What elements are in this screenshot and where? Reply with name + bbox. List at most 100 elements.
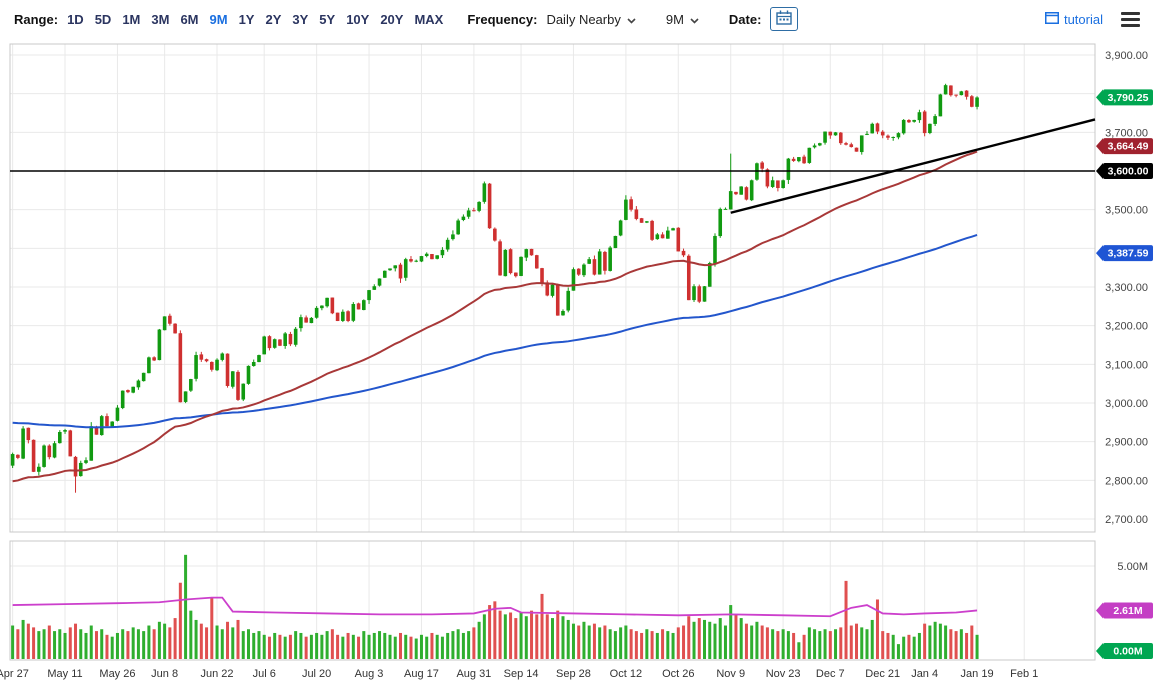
- ma-fast-line: [12, 150, 978, 483]
- candle-body: [335, 312, 340, 322]
- x-axis-label: Nov 23: [766, 668, 801, 680]
- volume-bar: [676, 627, 680, 659]
- volume-bar: [383, 632, 387, 659]
- range-option-5y[interactable]: 5Y: [319, 11, 336, 27]
- volume-bar: [142, 631, 146, 659]
- volume-bars-layer: [11, 554, 979, 659]
- menu-bar: [1121, 11, 1140, 15]
- volume-bar: [257, 631, 261, 659]
- range-option-5d[interactable]: 5D: [94, 11, 112, 27]
- candle-body: [230, 371, 235, 387]
- candle-body: [99, 416, 104, 436]
- candle-body: [744, 187, 749, 200]
- volume-bar: [304, 636, 308, 659]
- volume-bar: [231, 627, 235, 659]
- price-axis-label: 3,500.00: [1105, 205, 1148, 217]
- candle-body: [152, 357, 156, 361]
- candle-body: [545, 282, 550, 296]
- range-option-max[interactable]: MAX: [414, 11, 444, 27]
- volume-bar: [718, 618, 722, 659]
- volume-bar: [189, 610, 193, 659]
- volume-bar: [47, 625, 51, 659]
- candle-body: [671, 228, 675, 231]
- candle-body: [456, 220, 460, 235]
- volume-bar: [194, 619, 198, 659]
- range-option-6m[interactable]: 6M: [180, 11, 199, 27]
- range-option-9m[interactable]: 9M: [209, 11, 228, 27]
- candle-body: [115, 407, 120, 421]
- candle-body: [749, 180, 754, 201]
- candle-body: [304, 317, 308, 323]
- axis-labels: 3,900.00 3,700.00 3,500.00 3,300.00 3,200.00…: [0, 50, 1148, 680]
- price-axis-label: 3,000.00: [1105, 398, 1148, 410]
- ma-slow-line: [12, 234, 978, 429]
- candle-body: [178, 333, 183, 403]
- volume-bar: [330, 629, 334, 659]
- volume-bar: [493, 601, 497, 659]
- volume-bar: [944, 625, 948, 659]
- candle-body: [84, 460, 88, 463]
- candle-body: [435, 255, 439, 259]
- candle-body: [645, 221, 649, 223]
- volume-bar: [760, 625, 764, 659]
- volume-bar: [891, 634, 895, 659]
- range-option-1d[interactable]: 1D: [67, 11, 84, 27]
- volume-bar: [619, 627, 623, 659]
- candle-body: [451, 234, 455, 240]
- candle-body: [52, 443, 57, 458]
- volume-bar: [184, 554, 188, 659]
- volume-bar: [461, 632, 465, 659]
- volume-bar: [556, 610, 560, 659]
- sub-range-select[interactable]: 9M: [666, 12, 699, 27]
- candle-body: [477, 201, 481, 211]
- chevron-down-icon: [627, 12, 636, 27]
- volume-bar: [100, 629, 104, 659]
- volume-bar: [739, 618, 743, 659]
- candle-body: [838, 132, 843, 144]
- volume-bar: [320, 634, 324, 659]
- date-picker-button[interactable]: [770, 7, 799, 31]
- menu-bar: [1121, 23, 1140, 27]
- volume-bar: [472, 627, 476, 659]
- candle-body: [686, 255, 691, 301]
- range-option-20y[interactable]: 20Y: [380, 11, 404, 27]
- menu-button[interactable]: [1121, 9, 1140, 30]
- range-option-2y[interactable]: 2Y: [265, 11, 282, 27]
- volume-bar: [262, 634, 266, 659]
- volume-bar: [121, 629, 125, 659]
- range-option-10y[interactable]: 10Y: [346, 11, 370, 27]
- x-axis-label: Jun 8: [151, 668, 178, 680]
- volume-bar: [435, 634, 439, 659]
- candle-body: [440, 249, 445, 256]
- price-axis-label: 2,700.00: [1105, 514, 1148, 526]
- volume-bar: [105, 634, 109, 659]
- candle-body: [73, 456, 78, 477]
- range-option-1m[interactable]: 1M: [122, 11, 141, 27]
- volume-bar: [771, 629, 775, 659]
- x-axis-label: Sep 14: [504, 668, 539, 680]
- candle-body: [970, 96, 974, 107]
- volume-bar: [58, 629, 62, 659]
- price-pane[interactable]: [9, 43, 1096, 533]
- volume-pane[interactable]: [9, 540, 1096, 661]
- frequency-select[interactable]: Daily Nearby: [546, 12, 636, 27]
- candle-body: [540, 268, 544, 284]
- volume-bar: [79, 629, 83, 659]
- chevron-down-icon: [690, 12, 699, 27]
- volume-bar: [975, 634, 979, 659]
- volume-bar: [519, 612, 523, 659]
- volume-bar: [425, 636, 429, 659]
- range-option-1y[interactable]: 1Y: [238, 11, 255, 27]
- range-option-3y[interactable]: 3Y: [292, 11, 309, 27]
- candle-body: [880, 131, 885, 136]
- candle-body: [912, 119, 916, 122]
- volume-bar: [608, 629, 612, 659]
- tutorial-link[interactable]: tutorial: [1044, 11, 1103, 27]
- candle-body: [382, 270, 387, 278]
- volume-bar: [336, 634, 340, 659]
- range-option-3m[interactable]: 3M: [151, 11, 170, 27]
- candle-body: [94, 426, 99, 435]
- volume-bar: [226, 621, 230, 659]
- volume-bar: [89, 625, 93, 659]
